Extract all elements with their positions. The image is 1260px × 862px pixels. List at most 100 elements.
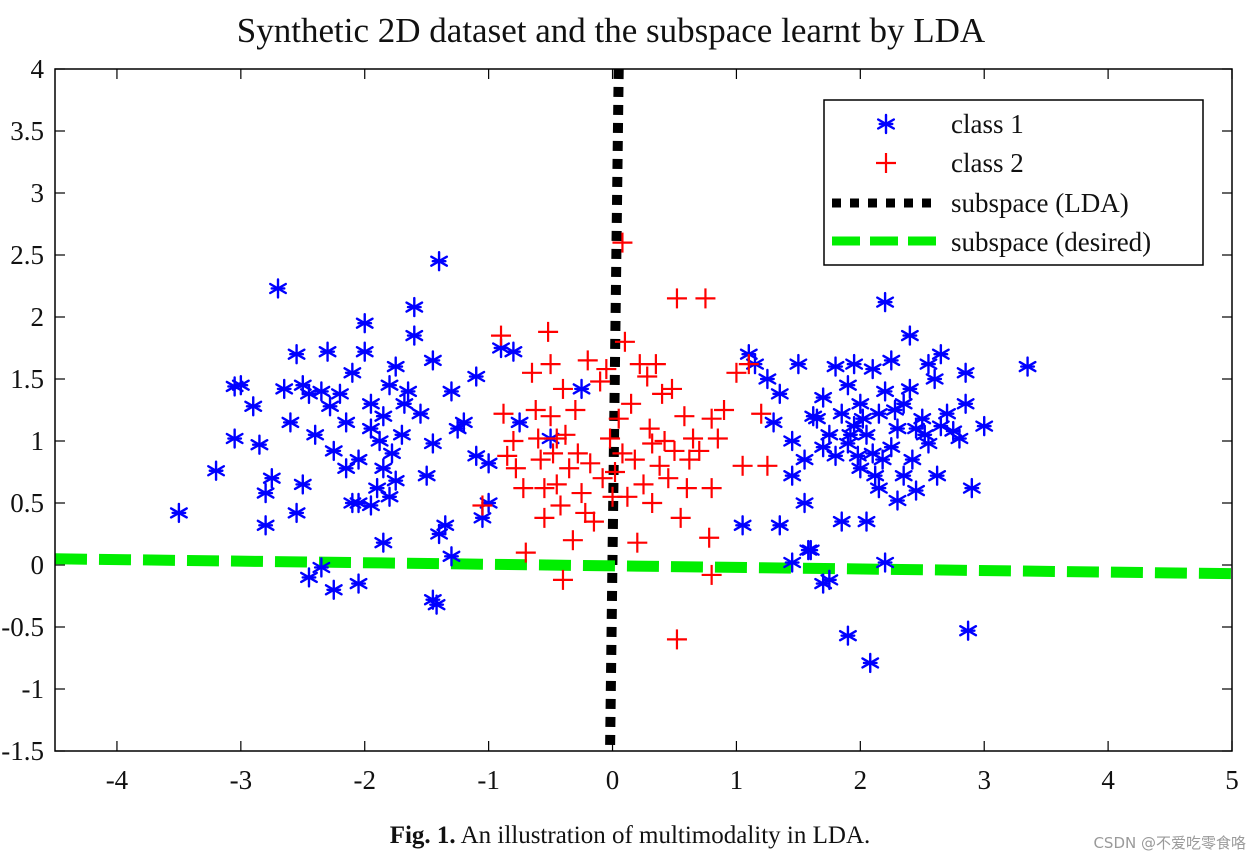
class-1-point bbox=[337, 458, 356, 479]
class-2-point bbox=[732, 455, 753, 476]
class-2-point bbox=[592, 468, 613, 489]
class-1-point bbox=[733, 515, 752, 536]
class-1-point bbox=[956, 362, 975, 383]
class-2-point bbox=[590, 371, 611, 392]
class-1-point bbox=[374, 458, 393, 479]
class-1-point bbox=[799, 539, 818, 561]
x-tick-labels: -4 -3 -2 -1 0 1 2 3 4 5 bbox=[106, 765, 1239, 795]
class-1-point bbox=[928, 465, 947, 486]
class-1-point bbox=[572, 378, 591, 400]
class-1-point bbox=[820, 424, 839, 445]
class-2-point bbox=[580, 453, 601, 474]
plot-frame bbox=[54, 68, 1233, 752]
class-2-point bbox=[666, 629, 687, 650]
class-1-point bbox=[370, 430, 389, 452]
class-2-point bbox=[540, 406, 561, 427]
class-1-point bbox=[820, 569, 839, 591]
class-1-point bbox=[374, 406, 393, 427]
class-1-point bbox=[423, 433, 442, 454]
class-2-point bbox=[491, 325, 512, 346]
class-1-point bbox=[886, 399, 905, 421]
class-2-point bbox=[513, 478, 534, 499]
class-1-point bbox=[869, 477, 888, 499]
y-tick-label: 2 bbox=[31, 302, 45, 332]
class-1-point bbox=[293, 474, 312, 495]
class-2-point bbox=[612, 232, 633, 253]
chart-title: Synthetic 2D dataset and the subspace le… bbox=[237, 11, 986, 50]
y-tick-label: 1 bbox=[31, 426, 45, 456]
class-1-point bbox=[959, 620, 978, 641]
y-tick-label: 4 bbox=[31, 54, 45, 84]
asterisk-icon bbox=[877, 113, 895, 135]
class-1-point bbox=[832, 511, 851, 532]
class-1-point bbox=[770, 515, 789, 536]
class-1-point bbox=[848, 445, 867, 467]
x-tick-label: 1 bbox=[730, 765, 744, 795]
class-2-point bbox=[503, 431, 524, 451]
y-tick-label: 1.5 bbox=[10, 364, 44, 394]
class-1-point bbox=[873, 449, 892, 470]
class-1-point bbox=[851, 393, 870, 414]
class-1-point bbox=[275, 378, 294, 400]
class-2-point bbox=[538, 321, 559, 342]
x-tick-label: 3 bbox=[977, 765, 991, 795]
class-1-point bbox=[405, 296, 424, 318]
class-2-point bbox=[577, 350, 598, 371]
class-2-point bbox=[600, 428, 621, 449]
class-2-point bbox=[714, 400, 735, 420]
class-2-point bbox=[664, 440, 685, 461]
class-2-point bbox=[614, 331, 635, 352]
class-1-point bbox=[361, 495, 380, 516]
class-2-point bbox=[679, 449, 700, 470]
legend: class 1 class 2 subspace (LDA) subspace … bbox=[823, 99, 1204, 266]
class-1-point bbox=[467, 366, 486, 387]
class-1-point bbox=[244, 396, 263, 417]
class-2-point bbox=[575, 502, 596, 523]
legend-label-class-2: class 2 bbox=[951, 148, 1024, 178]
class-1-point bbox=[430, 250, 449, 272]
class-1-point bbox=[324, 440, 343, 462]
points-layer bbox=[169, 232, 1037, 674]
class-2-point bbox=[689, 440, 710, 461]
class-1-point bbox=[975, 415, 994, 437]
class-1-point bbox=[361, 393, 380, 414]
class-2-point bbox=[652, 383, 673, 404]
class-1-point bbox=[758, 368, 777, 390]
class-1-point bbox=[321, 396, 340, 417]
class-2-point bbox=[751, 403, 772, 424]
class-1-point bbox=[783, 430, 802, 452]
class-2-point bbox=[624, 449, 645, 470]
class-1-point bbox=[374, 532, 393, 553]
class-1-point bbox=[876, 381, 895, 402]
class-1-point bbox=[804, 406, 823, 427]
class-1-point bbox=[262, 468, 281, 489]
class-2-point bbox=[550, 495, 571, 516]
class-1-point bbox=[256, 482, 275, 504]
class-2-point bbox=[605, 462, 626, 482]
class-2-point bbox=[521, 362, 542, 383]
legend-label-class-1: class 1 bbox=[951, 109, 1024, 139]
class-2-point bbox=[493, 403, 514, 424]
ticks-layer bbox=[55, 68, 1233, 752]
y-tick-label: -1 bbox=[22, 674, 45, 704]
class-1-point bbox=[838, 375, 857, 396]
class-1-point bbox=[510, 412, 529, 433]
class-2-point bbox=[552, 378, 573, 399]
y-tick-label: 0.5 bbox=[10, 488, 44, 518]
y-tick-label: 0 bbox=[31, 550, 45, 580]
class-2-point bbox=[546, 474, 567, 495]
class-1-point bbox=[925, 368, 944, 390]
class-2-point bbox=[738, 354, 759, 375]
class-1-point bbox=[938, 403, 957, 424]
class-1-point bbox=[857, 424, 876, 445]
class-2-point bbox=[530, 449, 551, 470]
subspace-lda-line bbox=[605, 69, 624, 751]
x-tick-label: -2 bbox=[353, 765, 376, 795]
class-1-point bbox=[405, 325, 424, 346]
class-1-point bbox=[454, 412, 473, 433]
class-1-point bbox=[832, 403, 851, 424]
class-1-point bbox=[1018, 356, 1037, 377]
class-2-point bbox=[649, 455, 670, 476]
class-2-point bbox=[540, 354, 561, 375]
